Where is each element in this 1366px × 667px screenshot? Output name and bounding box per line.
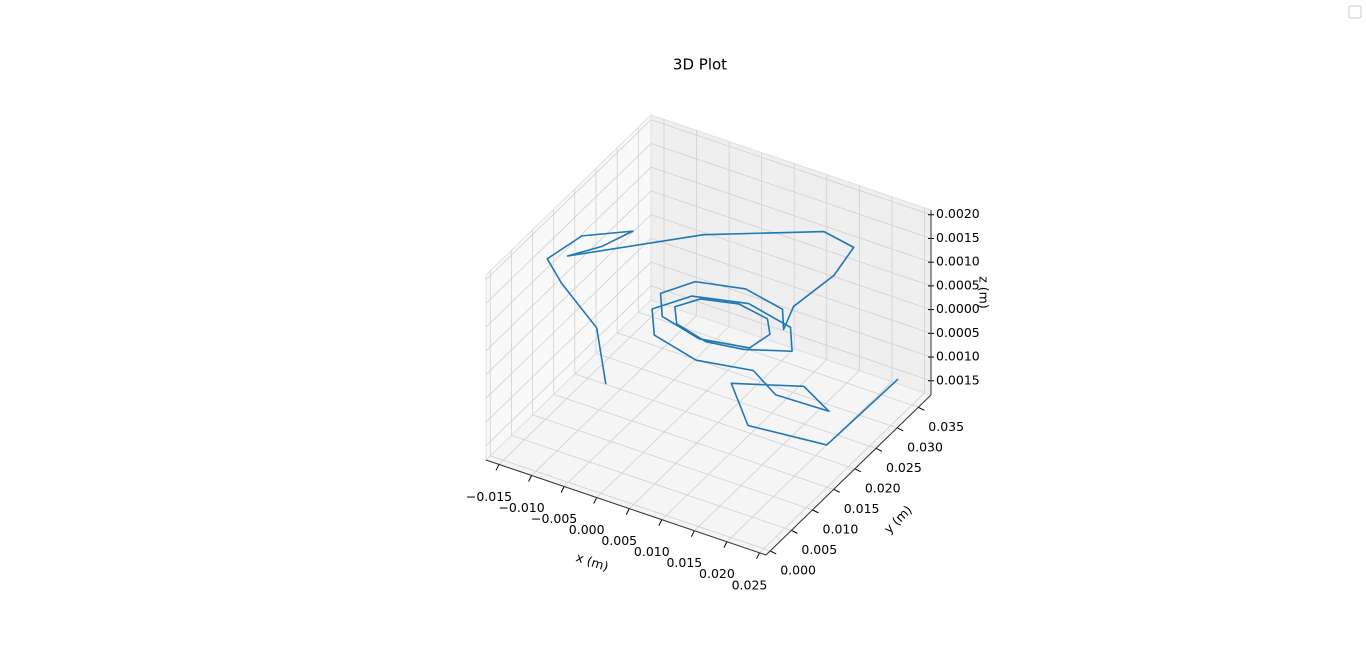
grid-line bbox=[485, 190, 652, 352]
tick-mark bbox=[625, 508, 630, 515]
grid-line bbox=[485, 143, 652, 304]
chart-title: 3D Plot bbox=[673, 56, 727, 74]
y-tick-label: 0.015 bbox=[844, 501, 880, 516]
grid-line bbox=[595, 352, 877, 449]
grid-line bbox=[511, 435, 792, 531]
z-tick-label: 0.0010 bbox=[936, 349, 980, 364]
grid-line bbox=[694, 370, 860, 531]
tick-mark bbox=[791, 529, 798, 534]
x-tick-label: −0.015 bbox=[466, 489, 512, 504]
grid-line bbox=[485, 119, 652, 281]
grid-line bbox=[485, 261, 652, 423]
grid-line bbox=[650, 237, 932, 334]
x-tick-label: 0.000 bbox=[569, 522, 605, 537]
tick-mark bbox=[690, 530, 695, 537]
z-tick-label: 0.0005 bbox=[936, 325, 980, 340]
grid-line bbox=[498, 304, 665, 465]
grid-line bbox=[553, 393, 834, 490]
x-tick-label: 0.010 bbox=[634, 544, 670, 559]
grid-line bbox=[726, 381, 893, 543]
y-tick-label: 0.000 bbox=[780, 562, 816, 577]
tick-mark bbox=[896, 427, 904, 432]
grid-line bbox=[485, 285, 652, 447]
tick-mark bbox=[875, 447, 883, 452]
grid-line bbox=[759, 392, 925, 554]
axes: −0.015−0.010−0.0050.0000.0050.0100.0150.… bbox=[466, 206, 992, 592]
grid-line bbox=[650, 119, 932, 216]
grid-line bbox=[596, 337, 762, 498]
y-tick-label: 0.025 bbox=[886, 460, 922, 475]
grid-line bbox=[650, 166, 932, 263]
grid-line bbox=[490, 455, 771, 552]
tick-mark bbox=[723, 541, 728, 548]
z-tick-label: 0.0010 bbox=[936, 254, 980, 269]
y-tick-label: 0.005 bbox=[801, 542, 837, 557]
y-tick-label: 0.020 bbox=[865, 480, 901, 495]
y-tick-label: 0.010 bbox=[823, 521, 859, 536]
x-axis-label: x (m) bbox=[574, 550, 610, 575]
tick-mark bbox=[528, 475, 533, 482]
grid-line bbox=[650, 214, 932, 310]
grid-line bbox=[485, 238, 652, 399]
x-tick-label: −0.005 bbox=[531, 511, 577, 526]
z-tick-label: 0.0005 bbox=[936, 277, 980, 292]
tick-mark bbox=[593, 497, 598, 504]
grid-line bbox=[617, 332, 898, 429]
grid-line bbox=[650, 143, 932, 239]
grid-line bbox=[531, 315, 697, 476]
z-tick-label: 0.0020 bbox=[936, 206, 980, 221]
tick-mark bbox=[560, 486, 565, 493]
x-tick-label: −0.010 bbox=[498, 500, 544, 515]
y-axis-line bbox=[765, 394, 932, 556]
tick-mark bbox=[495, 464, 500, 471]
grid-line bbox=[650, 261, 932, 358]
z-tick-label: 0.0000 bbox=[936, 301, 980, 316]
grid-line bbox=[532, 414, 813, 511]
y-tick-label: 0.030 bbox=[907, 439, 943, 454]
tick-mark bbox=[756, 552, 760, 560]
grid-line bbox=[563, 326, 730, 487]
plot bbox=[546, 230, 899, 446]
grid-line bbox=[485, 166, 652, 328]
grid-line bbox=[650, 190, 932, 287]
z-tick-label: 0.0015 bbox=[936, 372, 980, 387]
tick-mark bbox=[658, 519, 663, 526]
panes bbox=[485, 113, 932, 556]
tick-mark bbox=[918, 406, 925, 411]
x-axis-line bbox=[485, 459, 767, 556]
y-axis-label: y (m) bbox=[881, 502, 915, 536]
tick-mark bbox=[770, 550, 777, 555]
grid-line bbox=[485, 214, 652, 375]
grid-line bbox=[574, 373, 855, 470]
tick-mark bbox=[812, 509, 819, 514]
tick-mark bbox=[833, 488, 840, 493]
tick-mark bbox=[854, 468, 862, 473]
grid-line bbox=[628, 348, 795, 509]
x-tick-label: 0.005 bbox=[601, 533, 637, 548]
legend-box bbox=[1348, 5, 1362, 19]
data-line bbox=[546, 230, 899, 446]
z-tick-label: 0.0015 bbox=[936, 230, 980, 245]
y-tick-label: 0.035 bbox=[928, 419, 964, 434]
z-axis-label: z (m) bbox=[977, 276, 992, 308]
x-tick-label: 0.015 bbox=[666, 555, 702, 570]
x-tick-label: 0.025 bbox=[732, 577, 768, 592]
x-tick-label: 0.020 bbox=[699, 566, 735, 581]
